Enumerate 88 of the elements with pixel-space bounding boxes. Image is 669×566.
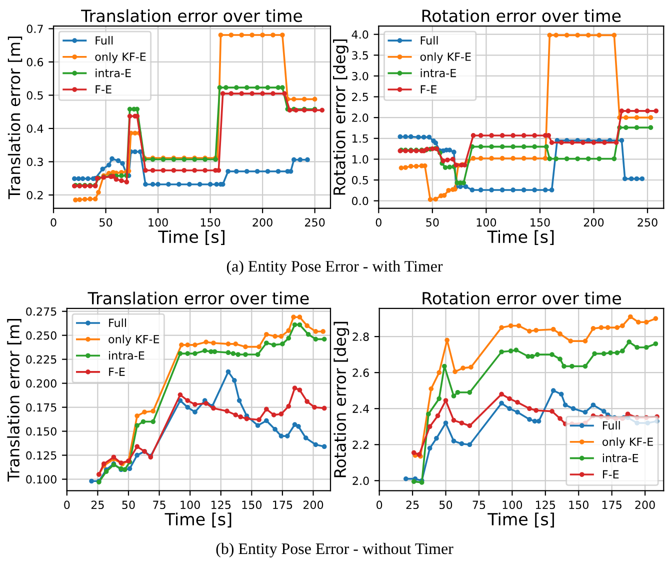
x-tick-label: 200 [252, 218, 272, 227]
legend-label: F-E [420, 85, 436, 94]
x-tick-label: 100 [180, 500, 200, 510]
y-axis-title: Translation error [m] [8, 36, 22, 200]
x-axis-title: Time [s] [488, 512, 554, 528]
y-tick-label: 0.200 [26, 379, 56, 388]
y-tick-label: 2.2 [352, 440, 368, 449]
y-tick-label: 2.6 [352, 368, 369, 377]
legend-label: Full [420, 36, 438, 45]
x-tick-label: 0 [376, 500, 382, 510]
y-tick-label: 0.6 [26, 58, 44, 66]
legend-label: intra-E [109, 351, 144, 360]
y-axis-title: Rotation error [deg] [333, 39, 348, 195]
y-axis-title: Translation error [m] [7, 319, 22, 482]
x-tick-label: 50 [122, 500, 135, 510]
y-tick-label: 0.125 [26, 451, 56, 460]
y-tick-label: 0.3 [26, 158, 43, 166]
y-tick-label: 0.175 [26, 403, 56, 412]
x-tick-label: 50 [426, 218, 439, 227]
x-tick-label: 125 [211, 500, 230, 510]
x-tick-label: 50 [440, 500, 452, 510]
x-axis-title: Time [s] [158, 230, 224, 246]
x-tick-label: 200 [635, 500, 655, 510]
x-tick-label: 75 [153, 500, 166, 510]
legend-label: only KF-E [602, 437, 653, 448]
x-tick-label: 0 [50, 218, 56, 227]
y-tick-label: 3.0 [352, 72, 368, 80]
y-tick-label: 2.5 [352, 92, 368, 102]
x-tick-label: 250 [305, 218, 325, 227]
legend-label: intra-E [420, 68, 456, 78]
legend-label: Full [602, 421, 620, 430]
legend-label: F-E [602, 470, 619, 478]
x-tick-label: 100 [502, 500, 522, 510]
x-tick-label: 0 [376, 218, 382, 227]
legend-label: intra-E [96, 68, 131, 78]
y-tick-label: 0.275 [26, 307, 56, 316]
x-tick-label: 50 [100, 218, 112, 227]
y-tick-label: 0.5 [352, 176, 368, 184]
x-tick-label: 150 [242, 500, 262, 510]
y-tick-label: 0.150 [26, 427, 56, 436]
chart-title: Translation error over time [81, 9, 302, 22]
y-tick-label: 2.8 [352, 332, 369, 341]
x-tick-label: 75 [472, 500, 486, 510]
y-tick-label: 2.0 [352, 114, 368, 122]
y-tick-label: 1.5 [352, 134, 368, 143]
legend-label: Full [96, 36, 113, 45]
legend-label: F-E [109, 368, 125, 376]
chart-title: Rotation error over time [422, 9, 621, 22]
x-axis-title: Time [s] [487, 230, 554, 246]
y-tick-label: 2.0 [352, 476, 369, 486]
x-tick-label: 200 [303, 500, 324, 510]
y-tick-label: 0.100 [26, 475, 56, 484]
y-axis-title: Rotation error [deg] [334, 322, 350, 478]
x-tick-label: 150 [200, 218, 220, 227]
y-tick-label: 0.5 [26, 91, 43, 100]
x-tick-label: 250 [638, 218, 658, 227]
y-tick-label: 3.5 [352, 51, 368, 60]
x-tick-label: 150 [530, 218, 550, 227]
y-tick-label: 1.0 [352, 155, 368, 164]
chart-title: Rotation error over time [422, 292, 621, 305]
x-tick-label: 25 [406, 500, 419, 510]
legend-label: only KF-E [95, 52, 146, 64]
x-tick-label: 100 [148, 218, 168, 227]
x-tick-label: 100 [476, 218, 496, 227]
text: (a) Entity Pose Error - with Timer [226, 260, 443, 275]
chart-title: Translation error over time [88, 292, 309, 305]
x-tick-label: 200 [584, 218, 604, 227]
y-tick-label: 0.7 [26, 24, 43, 34]
x-tick-label: 125 [536, 500, 556, 510]
x-tick-label: 0 [64, 500, 70, 510]
text: (b) Entity Pose Error - without Timer [216, 542, 454, 558]
legend-label: only KF-E [420, 52, 471, 64]
x-axis-title: Time [s] [164, 512, 232, 528]
legend-label: only KF-E [108, 334, 160, 346]
y-tick-label: 0.225 [26, 355, 56, 364]
y-tick-label: 0.250 [26, 331, 56, 340]
y-tick-label: 0.0 [352, 196, 368, 206]
x-tick-label: 25 [91, 500, 104, 510]
y-tick-label: 0.4 [26, 124, 44, 133]
x-tick-label: 175 [602, 500, 622, 510]
x-tick-label: 150 [569, 500, 588, 510]
y-tick-label: 2.4 [352, 404, 369, 413]
y-tick-label: 4.0 [352, 30, 368, 39]
legend-label: Full [109, 318, 126, 328]
legend-label: intra-E [602, 454, 638, 462]
y-tick-label: 0.2 [26, 190, 43, 200]
legend-label: F-E [96, 85, 112, 94]
x-tick-label: 175 [273, 500, 292, 510]
